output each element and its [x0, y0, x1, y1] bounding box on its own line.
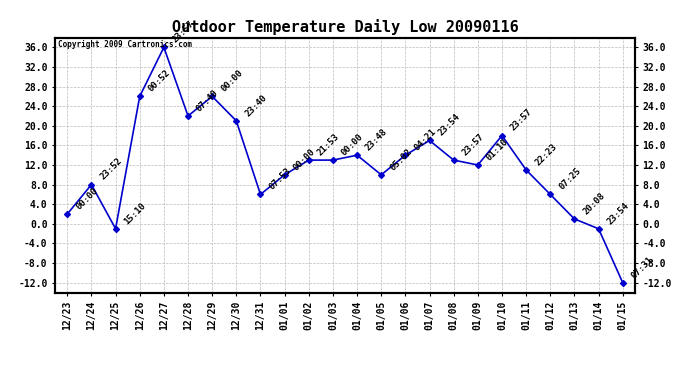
Text: 05:02: 05:02 [388, 147, 413, 172]
Text: 07:25: 07:25 [558, 166, 582, 192]
Text: 04:21: 04:21 [413, 127, 437, 152]
Text: 22:23: 22:23 [533, 142, 558, 167]
Text: 23:48: 23:48 [364, 127, 389, 152]
Text: 23:57: 23:57 [171, 19, 196, 45]
Text: 20:08: 20:08 [582, 191, 607, 216]
Text: 23:52: 23:52 [99, 156, 124, 182]
Text: Copyright 2009 Cartronics.com: Copyright 2009 Cartronics.com [58, 40, 193, 49]
Text: 00:00: 00:00 [292, 147, 317, 172]
Text: 00:00: 00:00 [219, 68, 244, 94]
Text: 23:57: 23:57 [509, 107, 534, 133]
Text: 00:00: 00:00 [75, 186, 99, 211]
Text: 23:54: 23:54 [606, 201, 631, 226]
Text: 23:57: 23:57 [461, 132, 486, 158]
Text: 21:53: 21:53 [316, 132, 341, 158]
Text: 00:52: 00:52 [147, 68, 172, 94]
Text: 23:40: 23:40 [244, 93, 268, 118]
Text: 00:00: 00:00 [340, 132, 365, 158]
Text: 15:10: 15:10 [123, 201, 148, 226]
Text: 01:10: 01:10 [485, 137, 510, 162]
Text: 07:31: 07:31 [630, 255, 655, 280]
Text: 07:40: 07:40 [195, 88, 220, 113]
Text: 23:54: 23:54 [437, 112, 462, 138]
Title: Outdoor Temperature Daily Low 20090116: Outdoor Temperature Daily Low 20090116 [172, 19, 518, 35]
Text: 07:53: 07:53 [268, 166, 293, 192]
